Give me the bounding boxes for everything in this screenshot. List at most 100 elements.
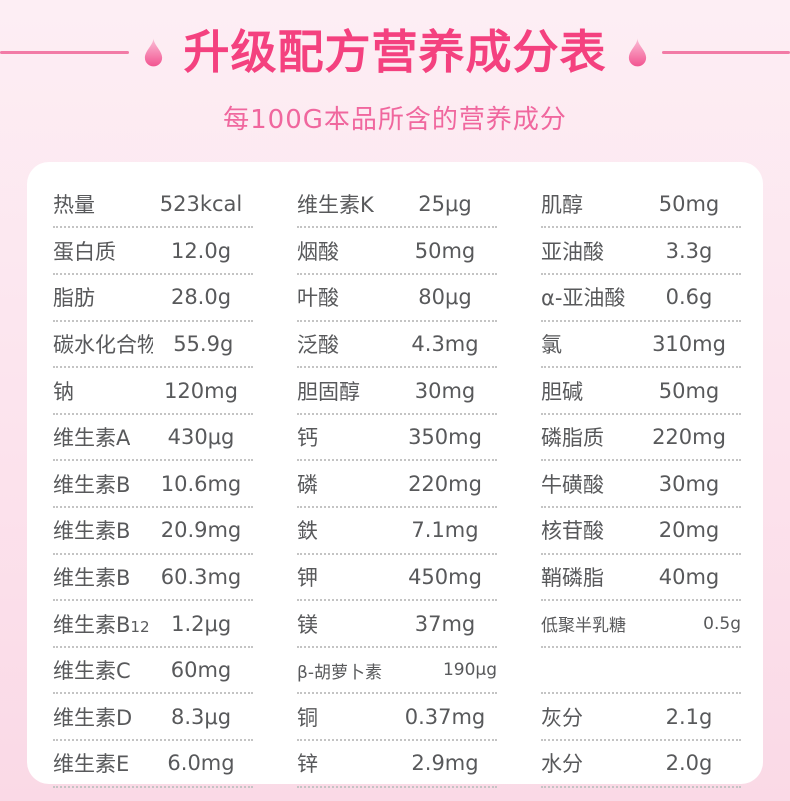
nutrient-value: 30mg — [658, 471, 720, 496]
nutrient-value: 50mg — [658, 378, 720, 403]
nutrient-label: 鉄 — [297, 519, 318, 544]
nutrient-value: 2.9mg — [411, 751, 479, 776]
nutrient-value: 0.6g — [665, 285, 713, 310]
nutrient-label: 牛磺酸 — [541, 472, 604, 497]
table-row: 肌醇 50mg — [541, 182, 741, 229]
header-divider-right — [661, 50, 790, 54]
nutrient-label: 灰分 — [541, 705, 583, 730]
nutrition-column: 肌醇 50mg 亚油酸 3.3g α-亚油酸 0.6g 氯 310mg 胆碱 50mg 磷脂质 220… — [541, 182, 741, 788]
table-row: 热量 523kcal — [53, 182, 253, 229]
table-row: 磷 220mg — [297, 461, 497, 509]
nutrient-label: 镁 — [297, 612, 318, 637]
table-row: β-胡萝卜素 190μg — [297, 648, 497, 695]
header: 升级配方营养成分表 每100G本品所含的营养成分 — [0, 0, 790, 136]
nutrient-label: 泛酸 — [297, 332, 339, 357]
nutrient-label: 水分 — [541, 752, 583, 777]
nutrient-value: 60mg — [170, 658, 232, 683]
page-subtitle: 每100G本品所含的营养成分 — [223, 104, 567, 135]
nutrient-label: 鞘磷脂 — [541, 565, 604, 590]
table-row: 碳水化合物 55.9g — [53, 322, 253, 369]
table-row: 低聚半乳糖 0.5g — [541, 601, 741, 648]
nutrient-value: 7.1mg — [411, 518, 479, 543]
table-row: 钠 120mg — [53, 368, 253, 415]
nutrition-table: 热量 523kcal 蛋白质 12.0g 脂肪 28.0g 碳水化合物 55.9g 钠 120mg… — [53, 182, 741, 788]
table-row: 维生素K 25μg — [297, 182, 497, 229]
table-row: 叶酸 80μg — [297, 275, 497, 322]
nutrient-value: 4.3mg — [411, 331, 479, 356]
table-row: 锌 2.9mg — [297, 741, 497, 788]
table-row: 维生素C 60mg — [53, 648, 253, 695]
nutrient-label: 锌 — [297, 752, 318, 777]
table-row: 钾 450mg — [297, 555, 497, 602]
nutrient-value: 12.0g — [170, 238, 232, 263]
table-row: 胆碱 50mg — [541, 368, 741, 415]
nutrient-value: 28.0g — [170, 285, 232, 310]
nutrient-value: 55.9g — [173, 331, 234, 356]
table-row: 水分 2.0g — [541, 741, 741, 788]
nutrient-label: 亚油酸 — [541, 239, 604, 264]
nutrient-value: 8.3μg — [170, 704, 232, 729]
nutrient-value: 37mg — [414, 611, 476, 636]
table-row: 灰分 2.1g — [541, 694, 741, 742]
nutrient-label: 维生素D — [53, 705, 133, 730]
nutrient-label: α-亚油酸 — [541, 286, 626, 311]
nutrient-label: 维生素B — [53, 565, 131, 590]
nutrient-label: 铜 — [297, 705, 318, 730]
nutrient-label: 氯 — [541, 332, 562, 357]
nutrient-label: 蛋白质 — [53, 239, 116, 264]
table-row: 烟酸 50mg — [297, 228, 497, 276]
nutrient-value: 20mg — [658, 518, 720, 543]
nutrient-label: 磷脂质 — [541, 426, 604, 451]
nutrient-value: 120mg — [164, 378, 238, 403]
nutrition-column: 维生素K 25μg 烟酸 50mg 叶酸 80μg 泛酸 4.3mg 胆固醇 30mg 钙 350mg… — [297, 182, 497, 788]
table-row: 维生素E 6.0mg — [53, 741, 253, 788]
nutrient-value: 220mg — [408, 471, 482, 496]
nutrient-value: 25μg — [418, 192, 472, 217]
nutrient-label: 钙 — [297, 426, 318, 451]
nutrient-value: 190μg — [442, 660, 497, 681]
table-row: 蛋白质 12.0g — [53, 228, 253, 276]
title-row: 升级配方营养成分表 — [0, 26, 790, 79]
nutrient-label: 维生素B — [53, 472, 131, 497]
nutrition-column: 热量 523kcal 蛋白质 12.0g 脂肪 28.0g 碳水化合物 55.9g 钠 120mg… — [53, 182, 253, 788]
water-drop-icon — [628, 38, 646, 67]
nutrient-value: 20.9mg — [160, 518, 242, 543]
nutrient-value: 3.3g — [665, 238, 713, 263]
table-row: 核苷酸 20mg — [541, 508, 741, 555]
nutrient-label: 碳水化合物 — [53, 332, 154, 357]
table-row: 磷脂质 220mg — [541, 415, 741, 462]
table-row: 维生素A 430μg — [53, 415, 253, 462]
nutrient-value: 430μg — [167, 425, 235, 450]
nutrient-label: 核苷酸 — [541, 519, 604, 544]
nutrient-label: 维生素K — [297, 193, 374, 218]
table-row: 亚油酸 3.3g — [541, 228, 741, 276]
nutrient-label: 磷 — [297, 472, 318, 497]
nutrient-value: 6.0mg — [167, 751, 235, 776]
nutrient-label: 维生素B12 — [53, 612, 150, 637]
nutrient-label: 钾 — [297, 565, 318, 590]
nutrient-label: 钠 — [53, 379, 74, 404]
table-row: 维生素B 10.6mg — [53, 461, 253, 509]
nutrient-value: 523kcal — [159, 192, 243, 217]
nutrient-label: 维生素A — [53, 426, 131, 451]
nutrient-label: 胆碱 — [541, 379, 583, 404]
nutrient-value: 450mg — [408, 564, 482, 589]
table-row: 鉄 7.1mg — [297, 508, 497, 555]
nutrient-label: β-胡萝卜素 — [297, 662, 382, 683]
nutrient-value: 30mg — [414, 378, 476, 403]
table-row: 脂肪 28.0g — [53, 275, 253, 322]
nutrient-label: 维生素E — [53, 752, 130, 777]
table-row: 鞘磷脂 40mg — [541, 555, 741, 602]
table-row: 维生素B 20.9mg — [53, 508, 253, 555]
table-row: 胆固醇 30mg — [297, 368, 497, 415]
table-row: 维生素D 8.3μg — [53, 694, 253, 742]
page-title: 升级配方营养成分表 — [183, 25, 607, 79]
table-row: 牛磺酸 30mg — [541, 461, 741, 509]
nutrient-value: 0.37mg — [404, 704, 486, 729]
nutrient-value: 50mg — [658, 192, 720, 217]
nutrition-card: 热量 523kcal 蛋白质 12.0g 脂肪 28.0g 碳水化合物 55.9g 钠 120mg… — [27, 161, 763, 788]
table-row: 镁 37mg — [297, 601, 497, 648]
nutrient-label: 叶酸 — [297, 286, 339, 311]
nutrient-label: 低聚半乳糖 — [541, 616, 626, 637]
